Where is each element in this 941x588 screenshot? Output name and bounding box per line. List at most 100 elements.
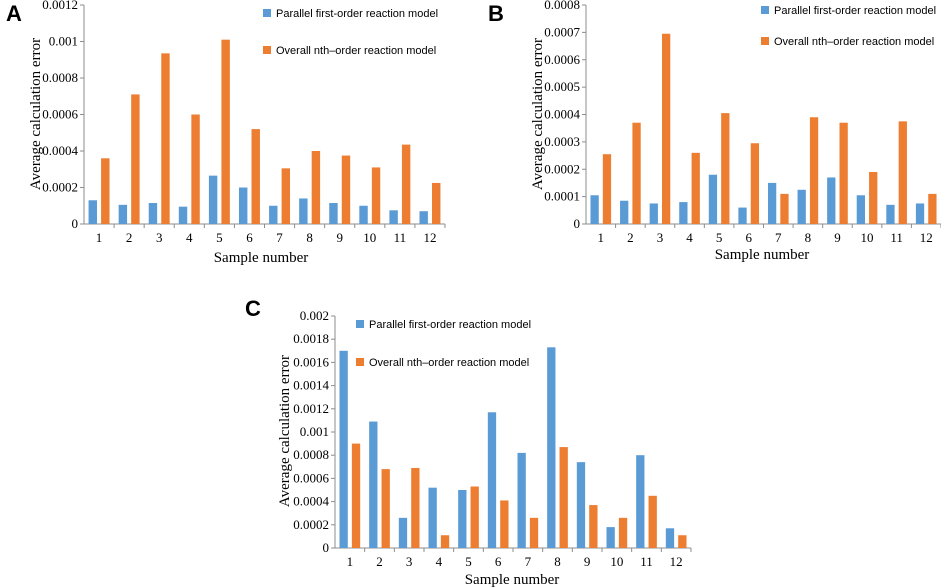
chart-panel-c: C 0 0.0002 0.0004 0.0006 0.0008 0.001 0.0012 0.0… [245,296,692,588]
legend: Parallel first-order reaction model Overa… [761,5,936,48]
bar-parallel [458,490,467,548]
y-tick-label: 0.001 [49,34,78,49]
legend-swatch-parallel [356,320,364,328]
panel-letter: A [6,1,22,26]
bar-overall [809,117,819,224]
legend-label: Overall nth–order reaction model [369,357,529,369]
y-tick-label: 0.0008 [544,0,580,12]
bar-overall [928,193,937,224]
x-tick-label: 4 [186,230,193,245]
bar-overall [281,168,291,224]
x-tick-label: 6 [495,554,502,569]
panel-letter: B [488,1,504,26]
legend-label: Parallel first-order reaction model [369,319,531,331]
x-axis-title: Sample number [465,572,560,588]
y-tick-label: 0.0004 [42,143,78,158]
legend-swatch-overall [761,37,769,45]
bar-overall [869,171,878,224]
bar-overall [500,500,509,548]
x-tick-label: 8 [554,554,561,569]
bar-parallel [636,455,645,548]
y-tick-label: 0.0004 [293,494,329,509]
bar-parallel [649,203,658,224]
bar-parallel [299,198,308,224]
chart-panel-b: B 0 0.0001 0.0002 0.0003 0.0004 0.0005 0.0006 0.… [488,0,941,263]
x-tick-label: 6 [745,230,752,245]
x-tick-label: 4 [436,554,443,569]
bar-parallel [679,202,688,224]
legend-swatch-overall [356,358,364,366]
bar-parallel [665,528,675,548]
x-tick-label: 7 [775,230,782,245]
legend-label: Parallel first-order reaction model [774,5,936,17]
x-tick-label: 10 [610,554,623,569]
bar-overall [602,154,612,224]
bar-parallel [590,195,599,224]
bar-parallel [767,182,777,224]
x-tick-label: 2 [126,230,133,245]
x-tick-label: 3 [156,230,163,245]
x-tick-label: 9 [584,554,591,569]
x-tick-label: 11 [890,230,903,245]
legend-swatch-parallel [761,6,769,14]
bar-overall [221,39,230,224]
y-tick-label: 0.0005 [544,79,580,94]
bar-overall [161,53,170,224]
bar-overall [589,505,598,548]
bar-overall [371,167,381,224]
bar-overall [678,535,687,548]
y-tick-label: 0.0003 [544,134,580,149]
bar-overall [632,122,641,224]
x-tick-label: 12 [423,230,436,245]
x-tick-label: 2 [376,554,383,569]
bar-overall [381,469,390,548]
y-tick-label: 0.0018 [293,331,329,346]
x-tick-label: 1 [598,230,605,245]
bar-parallel [738,207,747,224]
bar-overall [311,151,321,224]
bar-parallel [369,421,378,548]
bar-overall [661,33,671,225]
bar-overall [618,517,628,548]
panel-letter: C [245,296,261,321]
y-tick-label: 0.0001 [544,189,580,204]
bar-overall [898,121,907,224]
bar-overall [470,486,479,548]
x-axis-title: Sample number [715,247,810,263]
bar-overall [780,193,789,224]
x-tick-label: 6 [246,230,253,245]
bar-overall [750,143,760,224]
bar-parallel [856,195,866,224]
y-tick-label: 0.0006 [544,52,580,67]
y-tick-label: 0.0006 [293,470,329,485]
legend-swatch-overall [263,46,271,54]
bar-parallel [118,204,128,224]
x-tick-label: 5 [716,230,723,245]
bar-parallel [398,517,408,548]
y-tick-label: 0.001 [300,424,329,439]
bar-parallel [576,462,586,548]
legend-swatch-parallel [263,9,271,17]
x-tick-label: 3 [406,554,413,569]
bar-parallel [517,452,526,548]
y-tick-label: 0.0002 [42,180,78,195]
y-tick-label: 0.0016 [293,354,329,369]
bar-parallel [915,203,925,224]
bar-parallel [708,174,718,224]
bar-parallel [428,487,437,548]
bar-overall [191,114,200,224]
y-tick-label: 0 [323,540,330,555]
x-tick-label: 5 [216,230,223,245]
x-tick-label: 4 [686,230,693,245]
x-tick-label: 7 [525,554,532,569]
x-tick-label: 12 [920,230,933,245]
y-axis-title: Average calculation error [530,38,546,190]
y-tick-label: 0 [574,216,581,231]
y-tick-label: 0.0007 [544,24,580,39]
bar-overall [101,158,110,224]
y-axis-title: Average calculation error [277,355,293,507]
x-tick-label: 10 [363,230,376,245]
bar-overall [839,122,848,224]
bar-parallel [886,204,895,224]
